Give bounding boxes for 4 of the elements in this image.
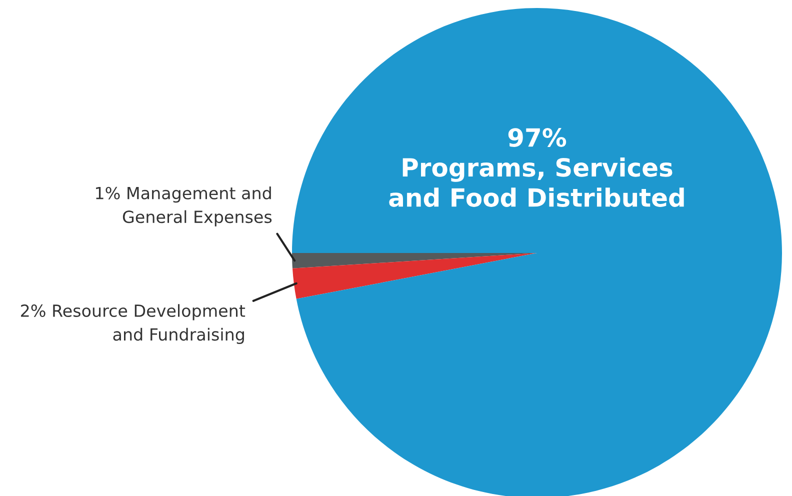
- slice-label: 1% Management and General Expenses: [96, 186, 272, 226]
- slice-label: 2% Resource Development and Fundraising: [21, 304, 246, 344]
- data-label: 97%: [508, 128, 566, 147]
- slice-label: Programs, Services and Food Distributed: [389, 158, 684, 207]
